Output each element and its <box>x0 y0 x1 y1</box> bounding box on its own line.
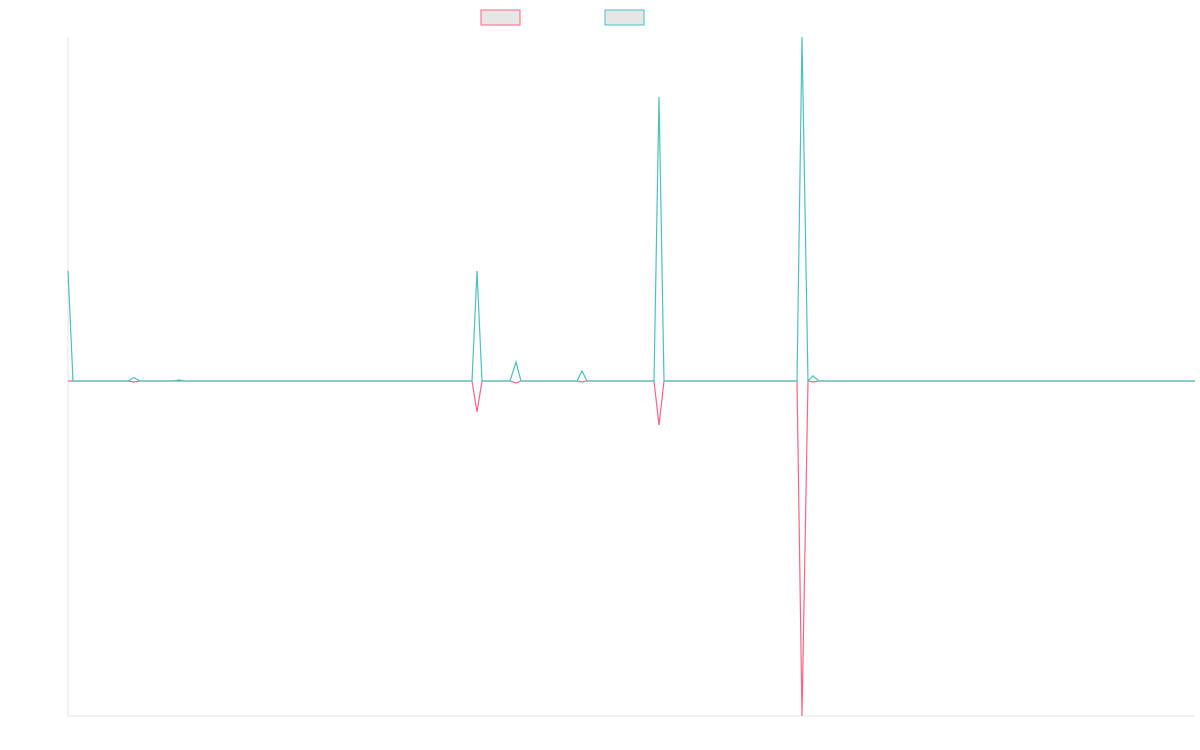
legend-swatch <box>480 9 521 26</box>
series-line <box>68 380 1195 717</box>
legend-swatch <box>604 9 645 26</box>
series-line <box>67 36 1195 383</box>
